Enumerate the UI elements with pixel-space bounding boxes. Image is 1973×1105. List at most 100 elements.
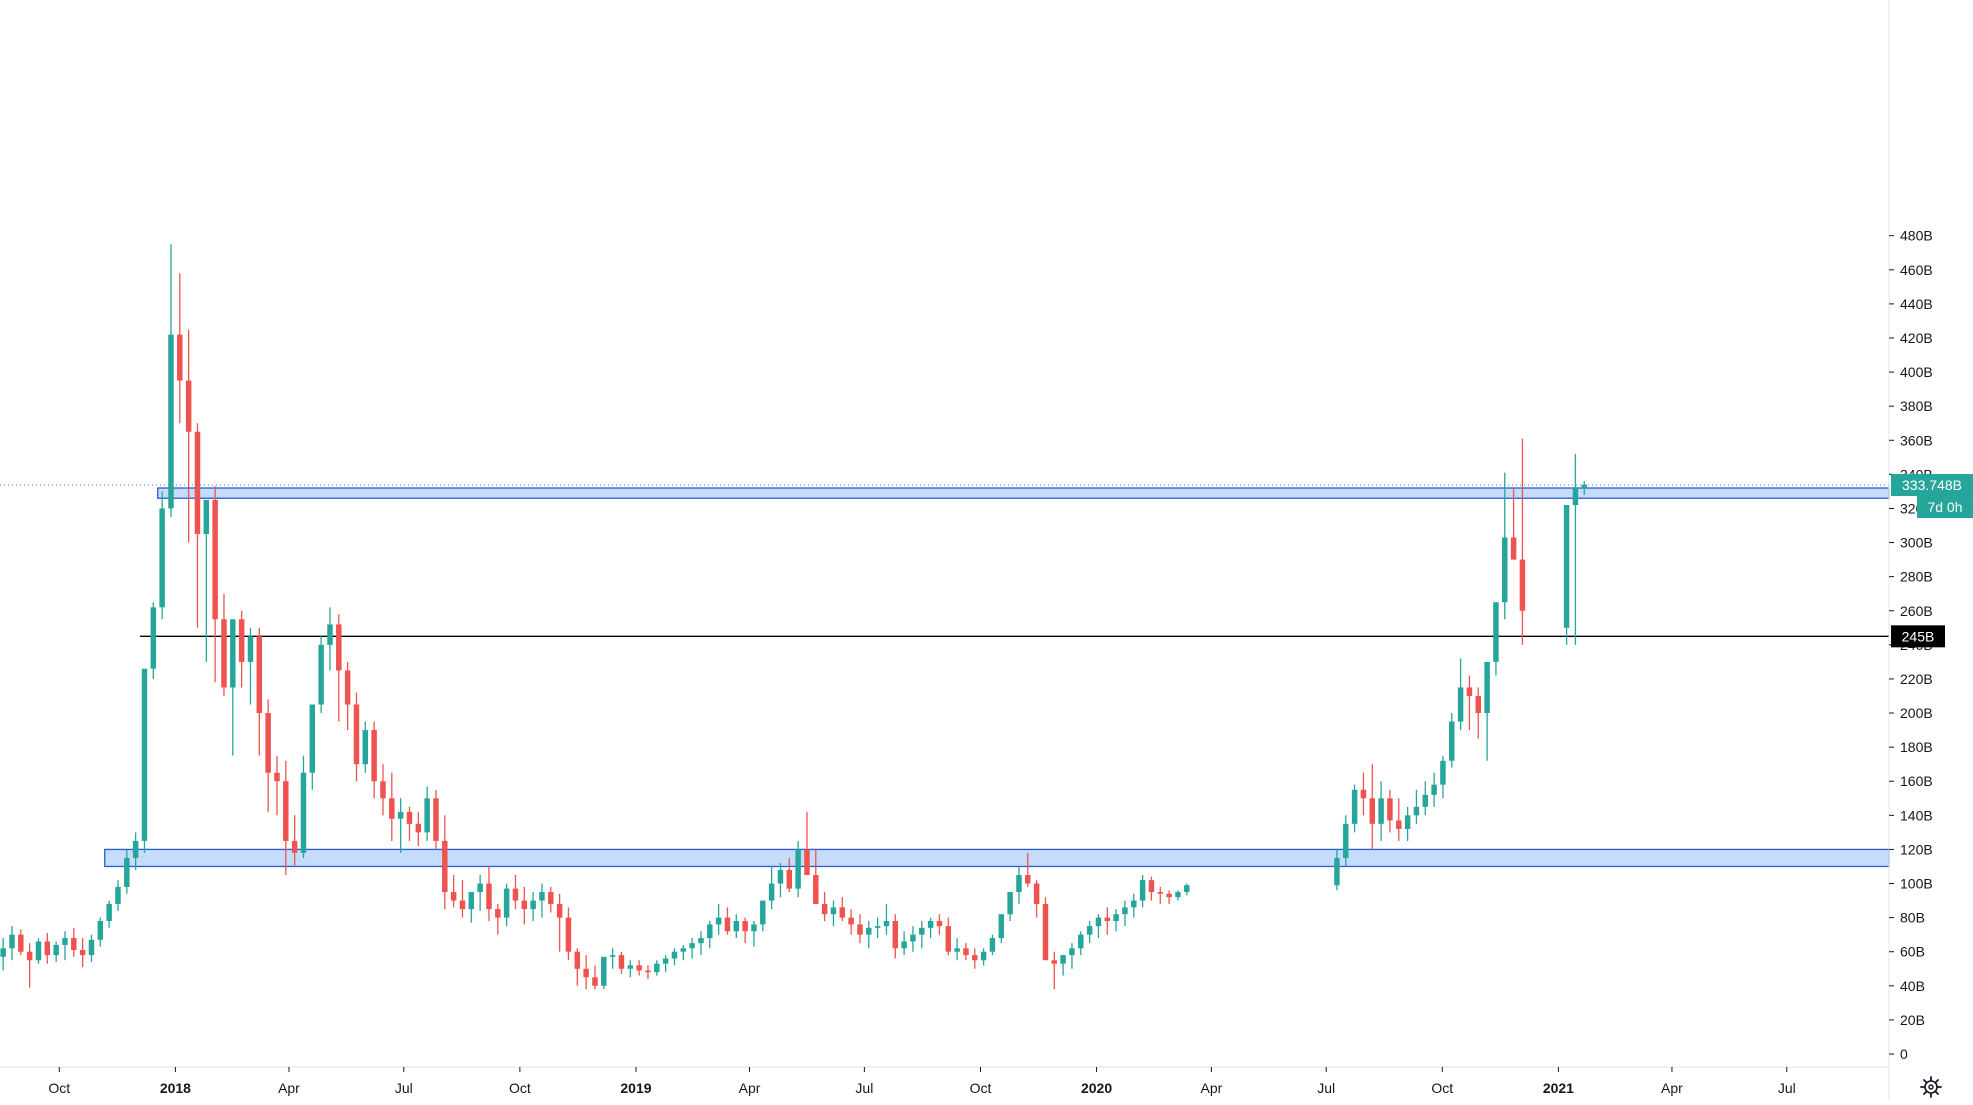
candle xyxy=(1069,943,1075,969)
candle-body xyxy=(1581,484,1587,489)
settings-gear-icon[interactable] xyxy=(1920,1076,1942,1098)
candle-body xyxy=(795,849,801,889)
y-tick-label: 300B xyxy=(1900,535,1933,551)
candle-body xyxy=(1078,934,1084,949)
candle-body xyxy=(698,938,704,944)
candle xyxy=(450,874,457,908)
candle-body xyxy=(1387,798,1393,821)
candle xyxy=(777,863,784,898)
candle xyxy=(848,909,854,935)
candle-body xyxy=(371,730,377,782)
candle-body xyxy=(919,927,925,935)
candle-body xyxy=(106,903,112,922)
candle-body xyxy=(9,934,15,949)
candle xyxy=(415,811,422,847)
candle xyxy=(194,423,201,628)
candle-body xyxy=(1095,917,1102,927)
candle xyxy=(371,721,377,799)
candle xyxy=(1413,789,1420,824)
candle xyxy=(150,602,157,679)
zone-0 xyxy=(157,487,1890,499)
candle-body xyxy=(1025,874,1031,884)
candle xyxy=(539,883,545,918)
candle-body xyxy=(645,970,651,973)
candle xyxy=(883,903,890,935)
candle xyxy=(459,880,466,918)
candle-body xyxy=(662,958,669,964)
candle xyxy=(1007,892,1013,922)
candle-body xyxy=(989,938,996,952)
x-tick-label: 2021 xyxy=(1543,1080,1574,1096)
candle xyxy=(574,948,581,986)
candle xyxy=(1581,481,1587,495)
candle-body xyxy=(848,917,854,925)
candle xyxy=(424,786,430,841)
candle-body xyxy=(883,921,890,927)
candle-body xyxy=(874,926,881,928)
y-tick-label: 220B xyxy=(1900,671,1933,687)
candle-body xyxy=(1502,537,1508,603)
countdown-badge xyxy=(1917,496,1973,519)
candle-body xyxy=(1131,900,1137,908)
candle xyxy=(892,914,899,959)
candle-body xyxy=(512,888,519,901)
candle xyxy=(1431,772,1437,807)
candle-body xyxy=(291,840,298,853)
candle-body xyxy=(1060,955,1066,964)
candle-body xyxy=(1334,857,1340,886)
candle-body xyxy=(503,888,510,918)
candle-body xyxy=(177,334,183,381)
candle xyxy=(795,840,801,898)
candle xyxy=(212,486,218,683)
candle-body xyxy=(327,624,333,645)
candle-body xyxy=(839,907,846,918)
candle-body xyxy=(1166,893,1172,898)
candle xyxy=(291,815,298,867)
candle xyxy=(698,931,704,956)
candle xyxy=(742,917,748,944)
candle xyxy=(283,760,289,875)
candle-body xyxy=(459,900,466,910)
candle-body xyxy=(945,926,952,952)
candle-body xyxy=(115,886,121,904)
x-tick-label: Apr xyxy=(1200,1080,1222,1096)
candle xyxy=(274,755,280,816)
candle xyxy=(309,704,316,790)
candle-body xyxy=(477,883,483,893)
candle xyxy=(910,926,916,952)
candle-body xyxy=(1572,488,1579,506)
y-tick-label: 440B xyxy=(1900,296,1933,312)
candle xyxy=(954,938,960,961)
candle xyxy=(980,948,987,966)
candle-body xyxy=(238,619,245,662)
candle-body xyxy=(1184,885,1190,893)
last-price-label: 333.748B xyxy=(1902,477,1962,493)
candle xyxy=(919,921,925,949)
x-tick-label: 2019 xyxy=(620,1080,651,1096)
candle-body xyxy=(980,951,987,961)
candle-body xyxy=(88,939,95,956)
candle-body xyxy=(583,968,589,978)
candle xyxy=(760,900,766,932)
candle-body xyxy=(760,900,766,925)
candle xyxy=(203,499,210,662)
candle-body xyxy=(548,892,554,904)
y-tick-label: 420B xyxy=(1900,330,1933,346)
time-axis[interactable]: Oct 2018 Apr Jul Oct 2019 Apr Jul Oct 2020 Apr Jul O… xyxy=(48,1067,1796,1096)
candle xyxy=(1166,890,1172,904)
candle-body xyxy=(1413,806,1420,816)
candle-body xyxy=(936,921,943,927)
candle-body xyxy=(592,977,598,986)
candle-body xyxy=(521,900,528,910)
candle-body xyxy=(344,670,351,705)
candle xyxy=(1343,815,1349,867)
candle-body xyxy=(433,798,439,841)
candle-body xyxy=(1139,880,1146,901)
candle-body xyxy=(397,811,404,819)
candle xyxy=(503,883,510,927)
x-tick-label: Oct xyxy=(509,1080,531,1096)
y-tick-label: 120B xyxy=(1900,841,1933,857)
candle-body xyxy=(168,334,174,509)
